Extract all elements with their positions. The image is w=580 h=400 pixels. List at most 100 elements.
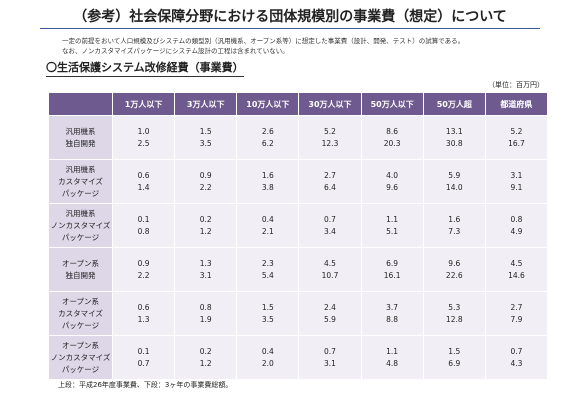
total-cost: 14.6 <box>508 270 525 280</box>
total-cost: 6.4 <box>324 182 336 192</box>
annual-cost: 0.8 <box>199 302 212 312</box>
cell: 0.2 1.2 <box>174 335 238 380</box>
cell: 8.6 20.3 <box>360 115 424 160</box>
annual-cost: 9.6 <box>448 258 461 268</box>
annual-cost: 1.5 <box>448 346 461 356</box>
annual-cost: 6.9 <box>386 258 399 268</box>
annual-cost: 0.7 <box>324 214 336 224</box>
annual-cost: 1.1 <box>386 214 399 224</box>
annual-cost: 1.6 <box>448 214 461 224</box>
cell: 0.4 2.1 <box>236 203 300 248</box>
total-cost: 6.9 <box>448 358 461 368</box>
total-cost: 4.8 <box>386 358 399 368</box>
row-label-line: オープン系 <box>61 340 100 350</box>
cell: 0.8 4.9 <box>484 203 549 248</box>
annual-cost: 0.9 <box>137 258 150 268</box>
row-label-line: カスタマイズ <box>58 308 103 318</box>
annual-cost: 0.7 <box>324 346 336 356</box>
annual-cost: 0.4 <box>261 346 274 356</box>
row-label-line: カスタマイズ <box>58 176 103 186</box>
total-cost: 30.8 <box>445 138 463 148</box>
total-cost: 14.0 <box>445 182 463 192</box>
cell: 3.7 8.8 <box>360 291 424 336</box>
title: （参考）社会保障分野における団体規模別の事業費（想定）について <box>73 9 507 25</box>
cell: 13.1 30.8 <box>422 115 486 160</box>
annual-cost: 4.0 <box>386 170 399 180</box>
annual-cost: 0.2 <box>199 346 212 356</box>
annual-cost: 3.7 <box>386 302 399 312</box>
total-cost: 1.3 <box>137 314 150 324</box>
annual-cost: 2.7 <box>324 170 336 180</box>
annual-cost: 0.6 <box>137 170 150 180</box>
cell: 0.7 4.3 <box>484 335 549 380</box>
cell: 4.5 10.7 <box>298 247 362 292</box>
annual-cost: 2.7 <box>510 302 523 312</box>
annual-cost: 5.2 <box>324 126 336 136</box>
annual-cost: 13.1 <box>445 126 463 136</box>
column-header: 1万人以下 <box>111 92 176 116</box>
table-row: 汎用機系 カスタマイズ パッケージ 0.6 1.4 0.9 2.2 1.6 3.8 2.7 6.4 4… <box>48 159 549 204</box>
cell: 9.6 22.6 <box>422 247 486 292</box>
total-cost: 22.6 <box>445 270 463 280</box>
cell: 2.6 6.2 <box>236 115 300 160</box>
total-cost: 1.2 <box>199 358 212 368</box>
cell: 5.2 12.3 <box>298 115 362 160</box>
total-cost: 12.8 <box>445 314 463 324</box>
annual-cost: 0.4 <box>261 214 274 224</box>
annual-cost: 5.3 <box>448 302 461 312</box>
note: なお、ノンカスタマイズパッケージにシステム設計の工程は含まれていない。 <box>62 47 289 55</box>
annual-cost: 0.9 <box>199 170 212 180</box>
total-cost: 6.2 <box>261 138 274 148</box>
row-label-line: 汎用機系 <box>65 126 96 136</box>
row-label-line: ノンカスタマイズ <box>50 220 111 230</box>
cell: 0.6 1.4 <box>111 159 176 204</box>
total-cost: 1.9 <box>199 314 212 324</box>
total-cost: 3.1 <box>324 358 336 368</box>
total-cost: 0.8 <box>137 226 150 236</box>
cell: 1.6 3.8 <box>236 159 300 204</box>
cell: 1.3 3.1 <box>174 247 238 292</box>
cell: 4.0 9.6 <box>360 159 424 204</box>
total-cost: 2.5 <box>137 138 150 148</box>
total-cost: 4.3 <box>510 358 523 368</box>
cell: 1.1 5.1 <box>360 203 424 248</box>
total-cost: 12.3 <box>321 138 339 148</box>
cost-table: 1万人以下 3万人以下 10万人以下 30万人以下 50万人以下 50万人超 都道府県 汎用機… <box>48 92 549 380</box>
annual-cost: 5.9 <box>448 170 461 180</box>
total-cost: 3.5 <box>199 138 212 148</box>
total-cost: 16.1 <box>383 270 401 280</box>
cell: 2.3 5.4 <box>236 247 300 292</box>
total-cost: 2.2 <box>199 182 212 192</box>
row-label: 汎用機系 独自開発 <box>48 115 113 160</box>
total-cost: 5.9 <box>324 314 336 324</box>
row-label-line: パッケージ <box>61 320 100 330</box>
cell: 2.7 6.4 <box>298 159 362 204</box>
cell: 2.7 7.9 <box>484 291 549 336</box>
table-row: 汎用機系 ノンカスタマイズ パッケージ 0.1 0.8 0.2 1.2 0.4 2.1 0.7 3.… <box>48 203 549 248</box>
cell: 5.2 16.7 <box>484 115 549 160</box>
annual-cost: 1.5 <box>199 126 212 136</box>
cell: 0.8 1.9 <box>174 291 238 336</box>
annual-cost: 1.1 <box>386 346 399 356</box>
cell: 2.4 5.9 <box>298 291 362 336</box>
column-header: 都道府県 <box>484 92 549 116</box>
cell: 1.5 6.9 <box>422 335 486 380</box>
cell: 6.9 16.1 <box>360 247 424 292</box>
annual-cost: 2.4 <box>324 302 336 312</box>
row-label: 汎用機系 カスタマイズ パッケージ <box>48 159 113 204</box>
row-label-line: オープン系 <box>61 258 100 268</box>
row-label-line: ノンカスタマイズ <box>50 352 111 362</box>
cell: 5.3 12.8 <box>422 291 486 336</box>
cell: 3.1 9.1 <box>484 159 549 204</box>
column-header: 50万人以下 <box>360 92 424 116</box>
annual-cost: 2.3 <box>261 258 274 268</box>
total-cost: 2.1 <box>261 226 274 236</box>
total-cost: 4.9 <box>510 226 523 236</box>
total-cost: 9.1 <box>510 182 523 192</box>
row-label-line: 独自開発 <box>65 270 96 280</box>
row-label-line: 独自開発 <box>65 138 96 148</box>
cell: 1.0 2.5 <box>111 115 176 160</box>
cell: 0.7 3.1 <box>298 335 362 380</box>
annual-cost: 4.5 <box>510 258 523 268</box>
